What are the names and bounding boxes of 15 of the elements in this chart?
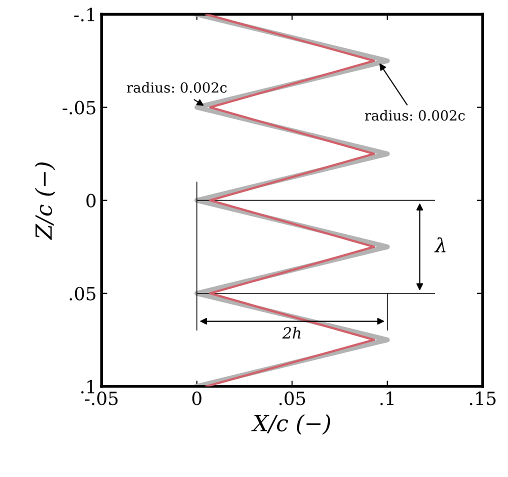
y-tick-label: -.05 xyxy=(62,100,96,114)
annotation: radius: 0.002c xyxy=(126,82,227,93)
x-tick-label: .05 xyxy=(279,392,306,406)
y-tick-label: .05 xyxy=(70,286,96,300)
y-tick-label: -.1 xyxy=(74,8,94,22)
annotation: 2h xyxy=(282,326,300,338)
x-axis-title: X/c (−) xyxy=(251,414,330,435)
x-tick-label: .1 xyxy=(380,392,394,406)
annotation: radius: 0.002c xyxy=(364,110,465,121)
x-tick-label: .15 xyxy=(470,392,496,406)
y-tick-label: 0 xyxy=(86,194,96,208)
y-axis-title: Z/c (−) xyxy=(34,162,56,240)
annotation: λ xyxy=(434,237,446,252)
y-tick-label: .1 xyxy=(81,380,94,394)
x-tick-label: 0 xyxy=(192,392,202,406)
